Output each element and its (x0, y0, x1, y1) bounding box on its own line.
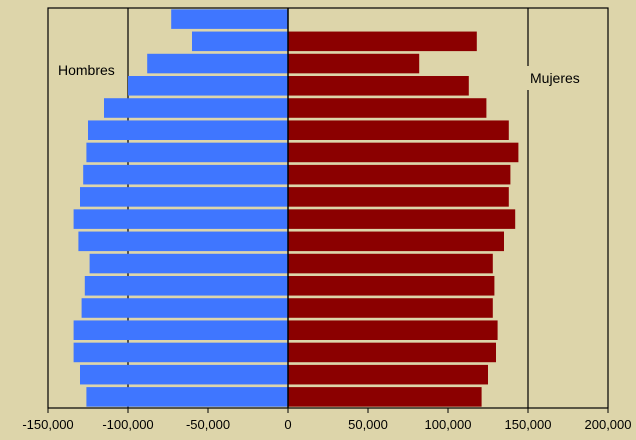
x-tick-label: -150,000 (22, 417, 73, 432)
bar-hombres-2 (73, 342, 288, 363)
x-tick-label: -50,000 (186, 417, 230, 432)
x-tick-label: 200,000 (585, 417, 632, 432)
series-label-mujeres-bg (526, 66, 596, 90)
x-tick-label: 0 (284, 417, 291, 432)
bar-hombres-3 (73, 320, 288, 340)
bar-hombres-15 (147, 53, 288, 74)
bar-mujeres-14 (288, 76, 469, 96)
bar-mujeres-11 (288, 142, 519, 163)
bar-mujeres-15 (288, 53, 420, 74)
x-tick-label: 100,000 (425, 417, 472, 432)
bar-hombres-9 (80, 187, 288, 207)
bar-hombres-5 (84, 276, 288, 296)
bar-mujeres-9 (288, 187, 509, 207)
bar-hombres-8 (73, 209, 288, 229)
bar-mujeres-8 (288, 209, 516, 229)
series-label-mujeres: Mujeres (530, 70, 580, 86)
bar-hombres-13 (104, 98, 288, 118)
bar-hombres-4 (81, 298, 288, 318)
series-label-hombres: Hombres (58, 62, 115, 78)
bar-mujeres-4 (288, 298, 493, 318)
bar-mujeres-1 (288, 364, 488, 385)
series-label-hombres-bg (56, 58, 126, 82)
bar-mujeres-16 (288, 31, 477, 52)
bar-mujeres-7 (288, 231, 504, 252)
bar-mujeres-0 (288, 387, 482, 407)
bar-hombres-14 (128, 76, 288, 96)
bar-hombres-0 (86, 387, 289, 407)
x-tick-label: 50,000 (348, 417, 388, 432)
bar-mujeres-5 (288, 276, 495, 296)
plot-border (47, 7, 609, 409)
bar-hombres-6 (89, 253, 288, 274)
bar-mujeres-10 (288, 164, 511, 185)
bar-hombres-12 (88, 120, 288, 140)
bar-hombres-11 (86, 142, 289, 163)
bar-hombres-10 (83, 164, 288, 185)
bar-hombres-17 (171, 9, 288, 29)
bar-mujeres-13 (288, 98, 487, 118)
bar-hombres-7 (78, 231, 289, 252)
x-tick-label: 150,000 (505, 417, 552, 432)
bar-mujeres-2 (288, 342, 496, 363)
bar-mujeres-12 (288, 120, 509, 140)
bar-mujeres-6 (288, 253, 493, 274)
plot-area (48, 8, 608, 408)
bar-hombres-1 (80, 364, 288, 385)
x-tick-label: -100,000 (102, 417, 153, 432)
bar-hombres-16 (192, 31, 288, 52)
bar-mujeres-3 (288, 320, 498, 340)
